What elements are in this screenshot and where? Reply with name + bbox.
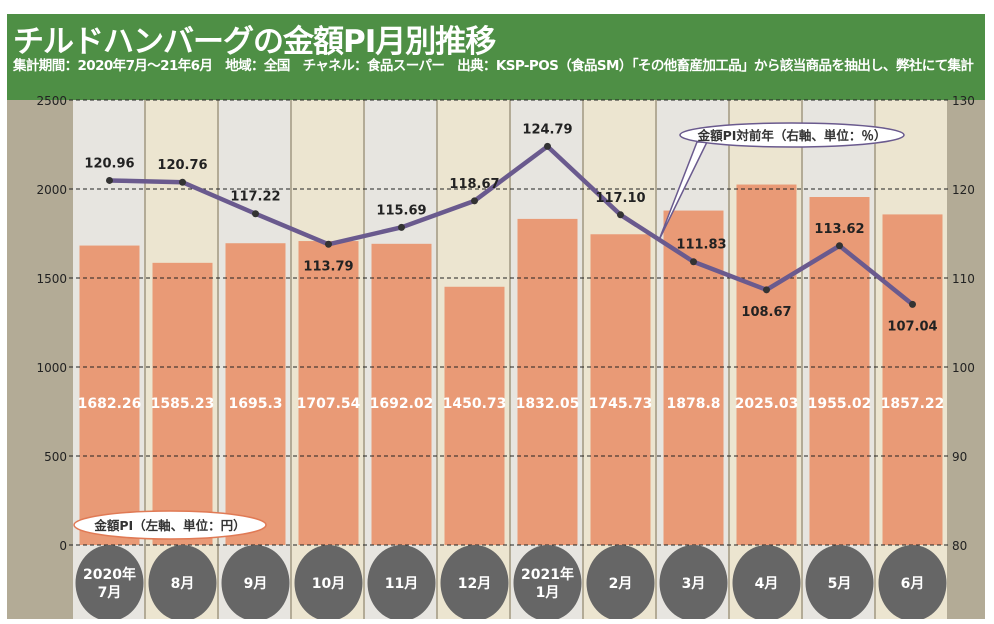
line-point	[179, 178, 186, 186]
month-label: 7月	[98, 585, 122, 601]
line-point	[398, 223, 405, 231]
left-axis-tick: 1500	[36, 272, 67, 286]
line-label: 113.79	[303, 259, 353, 274]
left-axis-tick: 500	[44, 450, 67, 464]
bar-label: 1450.73	[443, 396, 507, 412]
line-point	[325, 240, 332, 248]
month-circle	[367, 545, 436, 619]
month-circle	[878, 545, 947, 619]
bar	[882, 214, 943, 545]
chart-subtitle: 集計期間：2020年7月～21年6月 地域：全国 チャネル：食品スーパー 出典：…	[13, 58, 974, 74]
line-point	[909, 300, 916, 308]
bar-label: 1878.8	[666, 396, 720, 412]
line-point	[106, 176, 113, 184]
month-circle	[805, 545, 874, 619]
right-axis-tick: 100	[952, 361, 975, 375]
bar-label: 1695.3	[228, 396, 282, 412]
line-label: 118.67	[449, 177, 499, 192]
month-circle	[659, 545, 728, 619]
right-axis-tick: 80	[952, 539, 967, 553]
bar-label: 2025.03	[735, 396, 799, 412]
month-label: 5月	[828, 576, 852, 592]
bar	[517, 218, 578, 546]
line-point	[617, 211, 624, 219]
right-axis-tick: 90	[952, 450, 967, 464]
month-label: 10月	[312, 576, 345, 592]
bar	[152, 262, 213, 545]
line-point	[544, 142, 551, 150]
chart-svg: 1682.26 1585.23 1695.3 1707.54 1692.02 1450.7…	[7, 94, 985, 619]
month-label: 11月	[385, 576, 418, 592]
line-label: 108.67	[741, 305, 791, 320]
bar-label: 1707.54	[297, 396, 361, 412]
bar	[444, 286, 505, 545]
bar-label: 1857.22	[881, 396, 945, 412]
line-legend-bubble	[679, 122, 905, 148]
line-point	[836, 242, 843, 250]
month-label: 2021年	[521, 566, 574, 583]
month-label: 8月	[171, 576, 195, 592]
right-axis-tick: 110	[952, 272, 975, 286]
month-circle	[148, 545, 217, 619]
bar	[663, 210, 724, 545]
bar-label: 1585.23	[151, 396, 215, 412]
line-point	[252, 210, 259, 218]
line-label: 120.96	[84, 156, 134, 171]
month-label: 3月	[682, 576, 706, 592]
month-circle	[221, 545, 290, 619]
line-label: 120.76	[157, 158, 207, 173]
line-point	[690, 258, 697, 266]
month-label: 4月	[755, 576, 779, 592]
right-axis-tick: 130	[952, 94, 975, 108]
month-circle	[294, 545, 363, 619]
right-axis-tick: 120	[952, 183, 975, 197]
bar-label: 1682.26	[78, 396, 142, 412]
bar	[79, 245, 140, 545]
left-axis-tick: 1000	[36, 361, 67, 375]
left-axis-tick: 2500	[36, 94, 67, 108]
month-label: 6月	[901, 576, 925, 592]
chart-header: チルドハンバーグの金額PI月別推移 集計期間：2020年7月～21年6月 地域：…	[7, 14, 985, 100]
month-label: 2020年	[83, 566, 136, 583]
month-label: 9月	[244, 576, 268, 592]
line-label: 117.22	[230, 190, 280, 205]
bar-label: 1745.73	[589, 396, 653, 412]
chart-container: チルドハンバーグの金額PI月別推移 集計期間：2020年7月～21年6月 地域：…	[7, 14, 985, 619]
line-label: 117.10	[595, 191, 645, 206]
month-circle	[732, 545, 801, 619]
month-label: 12月	[458, 576, 491, 592]
month-label: 1月	[536, 585, 560, 601]
line-label: 111.83	[676, 238, 726, 253]
left-axis-tick: 2000	[36, 183, 67, 197]
bar	[590, 234, 651, 545]
bar-label: 1692.02	[370, 396, 434, 412]
line-series	[109, 143, 914, 307]
line-label: 115.69	[376, 203, 426, 218]
bar	[225, 243, 286, 545]
line-point	[471, 197, 478, 205]
month-circle	[513, 545, 582, 619]
bar-legend-bubble	[73, 510, 267, 540]
line-label: 113.62	[814, 222, 864, 237]
chart-title: チルドハンバーグの金額PI月別推移	[13, 24, 496, 60]
bar	[809, 197, 870, 545]
left-axis-tick: 0	[59, 539, 67, 553]
line-legend-label: 金額PI対前年（右軸、単位：％）	[697, 128, 887, 143]
bar-label: 1955.02	[808, 396, 872, 412]
month-label: 2月	[609, 576, 633, 592]
bar-legend-label: 金額PI（左軸、単位：円）	[93, 518, 245, 533]
bar	[371, 243, 432, 545]
month-circle	[586, 545, 655, 619]
line-label: 124.79	[522, 122, 572, 137]
line-label: 107.04	[887, 319, 937, 334]
line-point	[763, 286, 770, 294]
bar	[736, 184, 797, 545]
month-circle	[75, 545, 144, 619]
bar	[298, 241, 359, 546]
bar-label: 1832.05	[516, 396, 580, 412]
month-circle	[440, 545, 509, 619]
